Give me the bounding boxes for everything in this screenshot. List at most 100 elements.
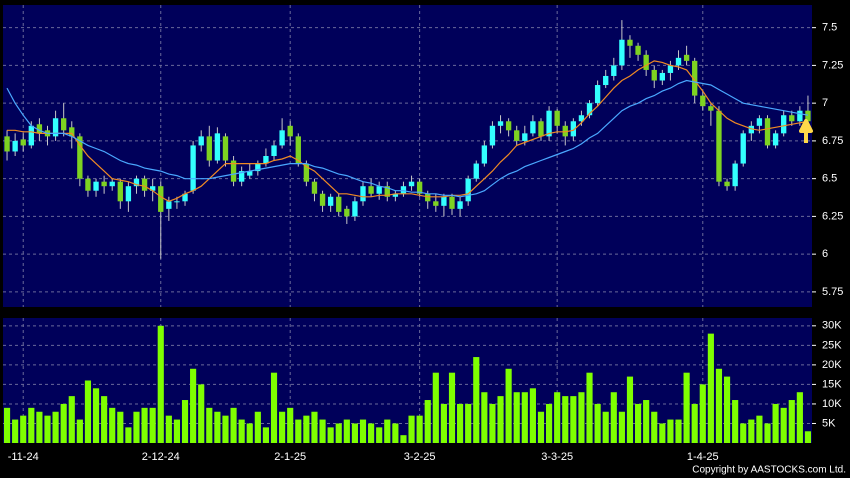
volume-bar — [554, 392, 561, 443]
volume-bar — [214, 411, 221, 443]
volume-bar — [780, 407, 787, 443]
candle-body — [198, 136, 204, 146]
volume-bar — [772, 403, 779, 443]
volume-bar — [667, 419, 674, 443]
volume-bar — [643, 400, 650, 443]
x-tick-label: 3-2-25 — [404, 451, 436, 463]
volume-bar — [230, 407, 237, 443]
y-tick-label: 7.5 — [822, 22, 837, 34]
volume-bar — [513, 392, 520, 443]
volume-bar — [28, 407, 35, 443]
volume-bar — [327, 427, 334, 443]
y-tick-label: 6.5 — [822, 173, 837, 185]
candle-body — [659, 72, 666, 81]
volume-bar — [287, 407, 294, 443]
volume-bar — [618, 411, 625, 443]
volume-bar — [12, 419, 19, 443]
candle-body — [708, 106, 714, 111]
x-tick-label: 1-4-25 — [687, 451, 719, 463]
candle-body — [764, 118, 771, 146]
candle-body — [28, 125, 34, 146]
volume-bar — [465, 403, 472, 443]
volume-bar — [756, 415, 763, 443]
candle-body — [182, 193, 188, 202]
x-tick-label: 3-3-25 — [541, 451, 573, 463]
candle-body — [781, 115, 787, 134]
volume-bar — [804, 431, 812, 443]
candle-body — [675, 57, 682, 66]
candle-body — [311, 181, 318, 194]
candle-body — [158, 186, 164, 212]
candle-body — [619, 39, 625, 66]
volume-bar — [254, 411, 261, 443]
candle-body — [433, 201, 439, 206]
volume-bar — [279, 411, 286, 443]
volume-bar — [84, 380, 92, 443]
y-tick-label: 6.25 — [822, 210, 843, 222]
candle-body — [700, 95, 706, 107]
candle-body — [263, 156, 269, 164]
candle-body — [449, 196, 455, 209]
candle-body — [85, 178, 91, 191]
y-tick-label: 7.25 — [822, 59, 843, 71]
volume-bar — [699, 384, 706, 443]
volume-bar — [408, 415, 415, 443]
candle-body — [570, 121, 577, 137]
volume-bar — [351, 423, 358, 443]
volume-bar — [190, 368, 197, 443]
volume-bar — [796, 392, 803, 443]
candle-body — [287, 125, 293, 137]
candle-body — [125, 186, 132, 202]
candle-body — [344, 208, 350, 217]
volume-bar — [303, 415, 310, 443]
candle-body — [238, 171, 245, 182]
volume-bar — [562, 396, 569, 443]
candle-body — [772, 133, 779, 146]
candle-body — [230, 160, 237, 182]
candle-body — [716, 110, 722, 182]
volume-bar — [457, 403, 464, 443]
volume-bar — [521, 392, 528, 443]
volume-bar — [173, 419, 181, 443]
candle-body — [295, 136, 301, 164]
volume-bar — [707, 333, 714, 443]
candle-body — [166, 201, 172, 209]
volume-bar — [157, 325, 164, 443]
y-tick-label: 6 — [822, 248, 828, 260]
candle-body — [514, 130, 520, 141]
candle-body — [400, 186, 407, 194]
candle-body — [667, 65, 674, 73]
candle-body — [651, 69, 657, 81]
candle-body — [133, 178, 140, 187]
candle-body — [303, 163, 310, 182]
candle-body — [376, 186, 382, 194]
candle-body — [12, 140, 18, 152]
volume-bar — [68, 396, 75, 443]
candle-body — [789, 115, 795, 122]
candle-body — [368, 186, 374, 194]
volume-bar — [392, 423, 399, 443]
candle-body — [724, 181, 730, 187]
volume-bar — [359, 419, 367, 443]
price-panel — [3, 5, 812, 307]
volume-bar — [165, 415, 172, 443]
plot-layer: 5.75 6 6.25 6.5 6.75 7 7.25 7.5 5K 10K 15K 20K 25K 30… — [3, 5, 843, 463]
volume-bar — [416, 415, 423, 443]
volume-bar — [788, 400, 795, 443]
volume-bar — [691, 403, 698, 443]
x-tick-label: 2-12-24 — [142, 451, 180, 463]
volume-bar — [610, 392, 617, 443]
volume-bar — [723, 376, 731, 443]
volume-bar — [384, 419, 391, 443]
y-tick-label: 5K — [822, 417, 836, 429]
moving-average-line — [6, 79, 809, 198]
candle-body — [546, 110, 552, 137]
candle-body — [352, 201, 358, 217]
volume-bar — [594, 403, 601, 443]
volume-bar — [440, 403, 447, 443]
candle-body — [149, 186, 156, 191]
candle-body — [530, 121, 536, 134]
candle-body — [101, 181, 107, 187]
volume-bar — [311, 411, 318, 443]
volume-bar — [109, 407, 116, 443]
